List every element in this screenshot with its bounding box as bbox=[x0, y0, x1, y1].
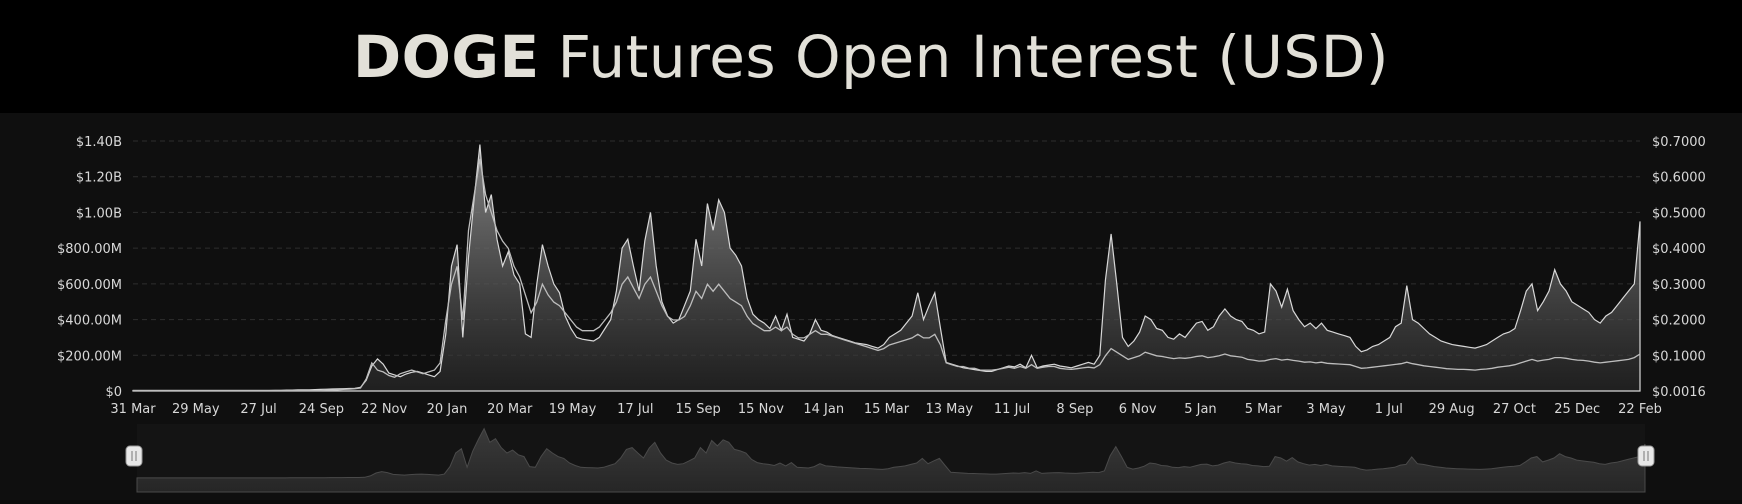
chart-container: $0 $200.00M $400.00M $600.00M $800.00M $1.00B… bbox=[0, 113, 1742, 500]
x-tick-label: 27 Oct bbox=[1493, 402, 1536, 417]
right-tick-label: $0.4000 bbox=[1652, 242, 1706, 257]
x-axis: 31 Mar 29 May 27 Jul 24 Sep 22 Nov 20 Jan 20 M… bbox=[110, 402, 1661, 417]
title-bold: DOGE bbox=[352, 22, 540, 91]
right-tick-label: $0.0016 bbox=[1652, 385, 1706, 400]
x-tick-label: 25 Dec bbox=[1554, 402, 1600, 417]
right-tick-label: $0.5000 bbox=[1652, 206, 1706, 221]
handle-grip bbox=[125, 445, 143, 467]
open-interest-area bbox=[132, 144, 1641, 392]
open-interest-chart: $0 $200.00M $400.00M $600.00M $800.00M $1.00B… bbox=[57, 135, 1706, 493]
x-tick-label: 19 May bbox=[549, 402, 597, 417]
x-tick-label: 27 Jul bbox=[240, 402, 276, 417]
left-tick-label: $1.00B bbox=[76, 206, 122, 221]
left-axis: $0 $200.00M $400.00M $600.00M $800.00M $1.00B… bbox=[57, 135, 122, 400]
x-tick-label: 5 Mar bbox=[1245, 402, 1283, 417]
title-rest: Futures Open Interest (USD) bbox=[557, 22, 1390, 91]
right-tick-label: $0.6000 bbox=[1652, 171, 1706, 186]
left-tick-label: $600.00M bbox=[57, 278, 122, 293]
x-tick-label: 22 Nov bbox=[361, 402, 407, 417]
x-tick-label: 20 Jan bbox=[427, 402, 468, 417]
left-tick-label: $800.00M bbox=[57, 242, 122, 257]
x-tick-label: 24 Sep bbox=[299, 402, 344, 417]
x-tick-label: 5 Jan bbox=[1184, 402, 1216, 417]
price-line bbox=[133, 158, 1641, 392]
x-tick-label: 11 Jul bbox=[994, 402, 1030, 417]
x-tick-label: 15 Mar bbox=[864, 402, 910, 417]
x-tick-label: 8 Sep bbox=[1056, 402, 1093, 417]
right-tick-label: $0.2000 bbox=[1652, 314, 1706, 329]
right-tick-label: $0.7000 bbox=[1652, 135, 1706, 150]
x-tick-label: 13 May bbox=[926, 402, 974, 417]
x-tick-label: 15 Nov bbox=[738, 402, 784, 417]
right-tick-label: $0.3000 bbox=[1652, 278, 1706, 293]
x-tick-label: 31 Mar bbox=[110, 402, 156, 417]
x-tick-label: 22 Feb bbox=[1618, 402, 1662, 417]
left-tick-label: $1.40B bbox=[76, 135, 122, 150]
x-tick-label: 29 Aug bbox=[1429, 402, 1475, 417]
handle-grip bbox=[1637, 445, 1655, 467]
right-tick-label: $0.1000 bbox=[1652, 349, 1706, 364]
x-tick-label: 14 Jan bbox=[803, 402, 844, 417]
x-tick-label: 17 Jul bbox=[617, 402, 653, 417]
page-title: DOGE Futures Open Interest (USD) bbox=[353, 23, 1389, 91]
navigator-right-handle[interactable] bbox=[1637, 445, 1655, 467]
x-tick-label: 20 Mar bbox=[487, 402, 533, 417]
left-tick-label: $400.00M bbox=[57, 314, 122, 329]
left-tick-label: $0 bbox=[105, 385, 122, 400]
range-navigator[interactable] bbox=[125, 424, 1655, 493]
x-tick-label: 1 Jul bbox=[1375, 402, 1403, 417]
header: DOGE Futures Open Interest (USD) bbox=[0, 0, 1742, 113]
x-tick-label: 29 May bbox=[172, 402, 220, 417]
x-tick-label: 3 May bbox=[1306, 402, 1346, 417]
x-tick-label: 15 Sep bbox=[676, 402, 721, 417]
x-tick-label: 6 Nov bbox=[1119, 402, 1157, 417]
left-tick-label: $1.20B bbox=[76, 171, 122, 186]
navigator-left-handle[interactable] bbox=[125, 445, 143, 467]
right-axis: $0.0016 $0.1000 $0.2000 $0.3000 $0.4000 $0.50… bbox=[1652, 135, 1706, 400]
navigator-area bbox=[136, 427, 1646, 493]
left-tick-label: $200.00M bbox=[57, 349, 122, 364]
